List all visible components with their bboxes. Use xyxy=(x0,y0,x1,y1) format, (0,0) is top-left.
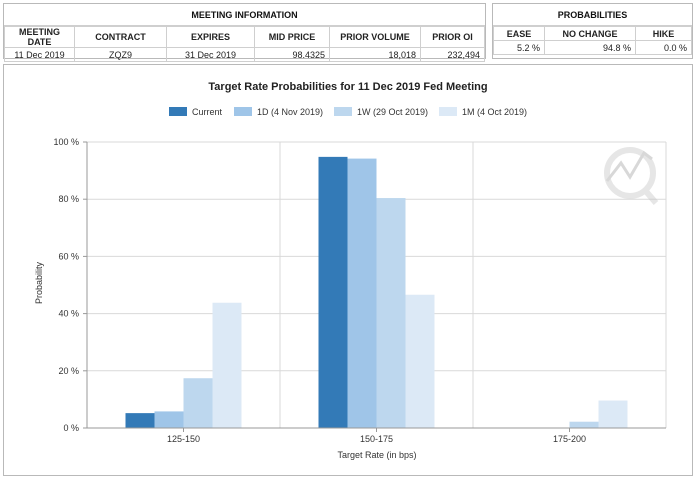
prior-volume-value: 18,018 xyxy=(329,47,421,62)
meeting-information-table: MEETING DATE CONTRACT EXPIRES MID PRICE … xyxy=(4,26,485,62)
column-header-contract: CONTRACT xyxy=(74,26,167,48)
x-tick-label: 175-200 xyxy=(553,434,586,444)
column-header-no-change: NO CHANGE xyxy=(544,26,636,41)
bar xyxy=(318,156,348,428)
y-tick-label: 100 % xyxy=(53,137,79,147)
ease-value: 5.2 % xyxy=(493,40,545,55)
column-header-prior-oi: PRIOR OI xyxy=(420,26,485,48)
bar xyxy=(376,198,406,428)
column-header-expires: EXPIRES xyxy=(166,26,255,48)
chart-axes: 0 % 20 % 40 % 60 % 80 % 100 % 125-150 150-175 17… xyxy=(53,137,666,444)
bar xyxy=(598,400,628,428)
legend-label: 1M (4 Oct 2019) xyxy=(462,107,527,117)
column-header-prior-volume: PRIOR VOLUME xyxy=(329,26,421,48)
contract-value: ZQZ9 xyxy=(74,47,167,62)
legend-swatch xyxy=(334,107,352,116)
legend-label: Current xyxy=(192,107,223,117)
hike-value: 0.0 % xyxy=(635,40,692,55)
x-tick-label: 150-175 xyxy=(360,434,393,444)
legend-swatch xyxy=(234,107,252,116)
chart-panel: Target Rate Probabilities for 11 Dec 201… xyxy=(3,64,693,476)
table-header-row: MEETING DATE CONTRACT EXPIRES MID PRICE … xyxy=(4,26,485,48)
prior-oi-value: 232,494 xyxy=(420,47,485,62)
y-axis-label: Probability xyxy=(34,261,44,304)
y-tick-label: 40 % xyxy=(58,309,79,319)
target-rate-chart: Target Rate Probabilities for 11 Dec 201… xyxy=(34,81,667,460)
column-header-mid-price: MID PRICE xyxy=(254,26,330,48)
column-header-meeting-date: MEETING DATE xyxy=(4,26,75,48)
x-tick-label: 125-150 xyxy=(167,434,200,444)
bar xyxy=(569,421,599,428)
table-row: 5.2 % 94.8 % 0.0 % xyxy=(493,40,692,55)
legend-swatch xyxy=(169,107,187,116)
bar xyxy=(347,158,377,428)
probabilities-title: PROBABILITIES xyxy=(493,4,692,26)
no-change-value: 94.8 % xyxy=(544,40,636,55)
expires-value: 31 Dec 2019 xyxy=(166,47,255,62)
y-tick-label: 80 % xyxy=(58,194,79,204)
y-tick-label: 60 % xyxy=(58,251,79,261)
bar xyxy=(405,294,435,428)
table-row: 11 Dec 2019 ZQZ9 31 Dec 2019 98.4325 18,… xyxy=(4,47,485,62)
column-header-hike: HIKE xyxy=(635,26,692,41)
probabilities-table: EASE NO CHANGE HIKE 5.2 % 94.8 % 0.0 % xyxy=(493,26,692,55)
quikstrike-logo-icon xyxy=(604,147,659,205)
probabilities-panel: PROBABILITIES EASE NO CHANGE HIKE 5.2 % … xyxy=(492,3,693,59)
bar xyxy=(183,378,213,428)
legend-swatch xyxy=(439,107,457,116)
mid-price-value: 98.4325 xyxy=(254,47,330,62)
y-tick-label: 0 % xyxy=(63,423,79,433)
y-tick-label: 20 % xyxy=(58,366,79,376)
bar xyxy=(154,411,184,428)
column-header-ease: EASE xyxy=(493,26,545,41)
meeting-information-title: MEETING INFORMATION xyxy=(4,4,485,26)
bar xyxy=(125,413,155,428)
chart-title: Target Rate Probabilities for 11 Dec 201… xyxy=(208,81,487,93)
table-header-row: EASE NO CHANGE HIKE xyxy=(493,26,692,41)
legend-label: 1W (29 Oct 2019) xyxy=(357,107,428,117)
meeting-date-value: 11 Dec 2019 xyxy=(4,47,75,62)
x-axis-label: Target Rate (in bps) xyxy=(337,450,416,460)
bar xyxy=(212,302,242,428)
legend-label: 1D (4 Nov 2019) xyxy=(257,107,323,117)
chart-bars xyxy=(125,156,628,428)
meeting-information-panel: MEETING INFORMATION MEETING DATE CONTRAC… xyxy=(3,3,486,62)
chart-legend: Current 1D (4 Nov 2019) 1W (29 Oct 2019) 1M… xyxy=(169,107,527,117)
